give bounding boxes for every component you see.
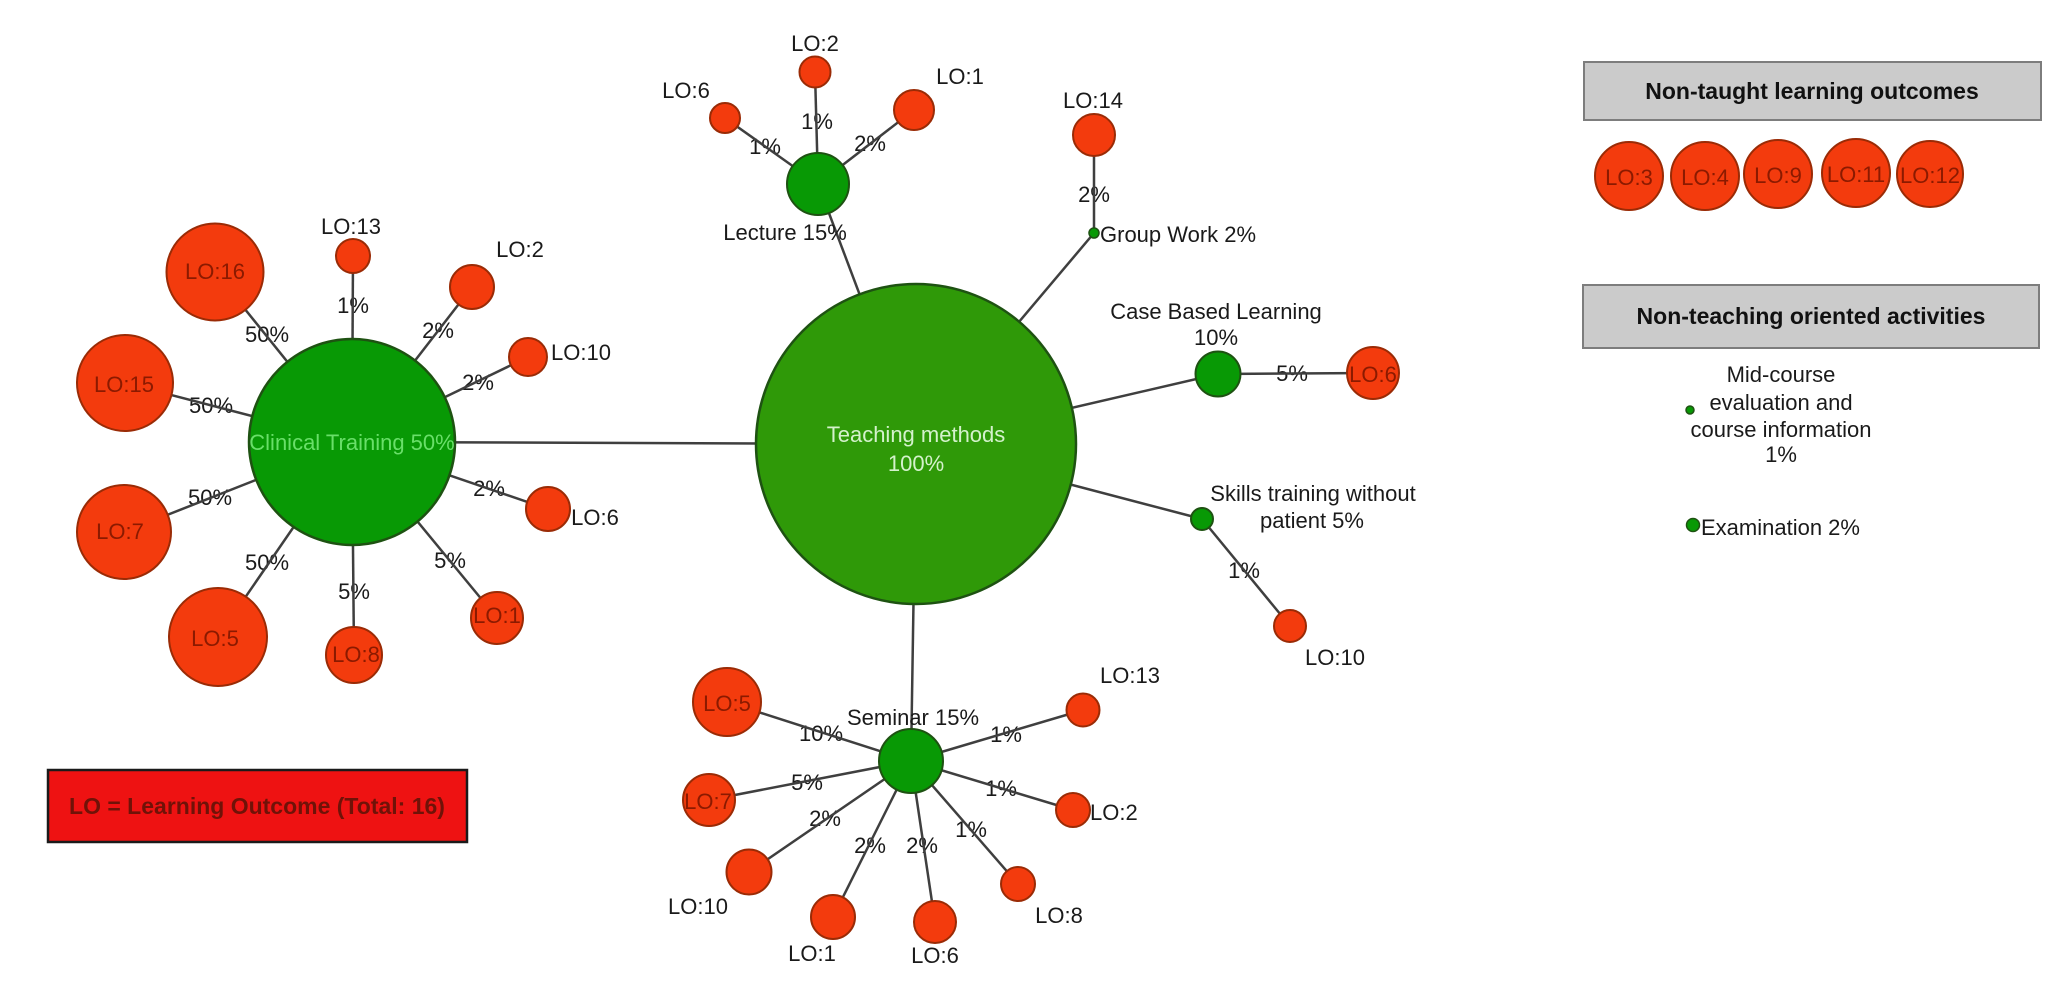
svg-text:LO:10: LO:10 xyxy=(551,340,611,365)
svg-text:LO:4: LO:4 xyxy=(1681,165,1729,190)
svg-text:LO:13: LO:13 xyxy=(321,214,381,239)
svg-text:LO:10: LO:10 xyxy=(668,894,728,919)
svg-text:LO:9: LO:9 xyxy=(1754,163,1802,188)
svg-text:10%: 10% xyxy=(799,721,843,746)
svg-text:Mid-course: Mid-course xyxy=(1727,362,1836,387)
svg-text:LO:10: LO:10 xyxy=(1305,645,1365,670)
svg-text:1%: 1% xyxy=(1765,442,1797,467)
svg-text:100%: 100% xyxy=(888,451,944,476)
svg-text:LO:2: LO:2 xyxy=(791,31,839,56)
svg-text:Non-teaching oriented activiti: Non-teaching oriented activities xyxy=(1637,303,1986,329)
svg-text:LO:16: LO:16 xyxy=(185,259,245,284)
svg-text:LO:5: LO:5 xyxy=(191,626,239,651)
svg-text:LO:15: LO:15 xyxy=(94,372,154,397)
svg-text:LO:7: LO:7 xyxy=(684,789,732,814)
svg-text:LO:12: LO:12 xyxy=(1900,163,1960,188)
svg-text:LO:8: LO:8 xyxy=(1035,903,1083,928)
svg-text:50%: 50% xyxy=(245,322,289,347)
svg-text:LO:5: LO:5 xyxy=(703,691,751,716)
svg-text:LO:7: LO:7 xyxy=(96,519,144,544)
svg-text:course information: course information xyxy=(1691,417,1872,442)
svg-text:Group Work 2%: Group Work 2% xyxy=(1100,222,1256,247)
svg-text:LO:6: LO:6 xyxy=(571,505,619,530)
svg-text:50%: 50% xyxy=(245,550,289,575)
svg-text:evaluation and: evaluation and xyxy=(1709,390,1852,415)
svg-text:LO:1: LO:1 xyxy=(936,64,984,89)
svg-text:LO:13: LO:13 xyxy=(1100,663,1160,688)
svg-text:Skills training without: Skills training without xyxy=(1210,481,1415,506)
svg-text:LO:6: LO:6 xyxy=(911,943,959,968)
svg-text:10%: 10% xyxy=(1194,325,1238,350)
svg-text:LO:3: LO:3 xyxy=(1605,165,1653,190)
svg-text:LO:2: LO:2 xyxy=(496,237,544,262)
svg-text:LO:11: LO:11 xyxy=(1827,162,1885,187)
svg-text:Lecture 15%: Lecture 15% xyxy=(723,220,847,245)
svg-text:Teaching methods: Teaching methods xyxy=(827,422,1006,447)
svg-text:Non-taught learning outcomes: Non-taught learning outcomes xyxy=(1645,78,1979,104)
svg-text:LO:6: LO:6 xyxy=(1349,362,1397,387)
svg-text:LO:6: LO:6 xyxy=(662,78,710,103)
svg-text:patient 5%: patient 5% xyxy=(1260,508,1364,533)
svg-text:Seminar 15%: Seminar 15% xyxy=(847,705,979,730)
svg-text:LO:1: LO:1 xyxy=(473,603,521,628)
svg-text:LO:2: LO:2 xyxy=(1090,800,1138,825)
svg-text:LO:1: LO:1 xyxy=(788,941,836,966)
svg-text:Examination 2%: Examination 2% xyxy=(1701,515,1860,540)
svg-text:Clinical Training 50%: Clinical Training 50% xyxy=(249,430,454,455)
svg-text:LO:14: LO:14 xyxy=(1063,88,1123,113)
svg-text:LO:8: LO:8 xyxy=(332,642,380,667)
svg-text:Case Based Learning: Case Based Learning xyxy=(1110,299,1322,324)
svg-text:1%: 1% xyxy=(990,722,1022,747)
svg-text:LO = Learning Outcome (Total:: LO = Learning Outcome (Total: 16) xyxy=(69,793,445,819)
